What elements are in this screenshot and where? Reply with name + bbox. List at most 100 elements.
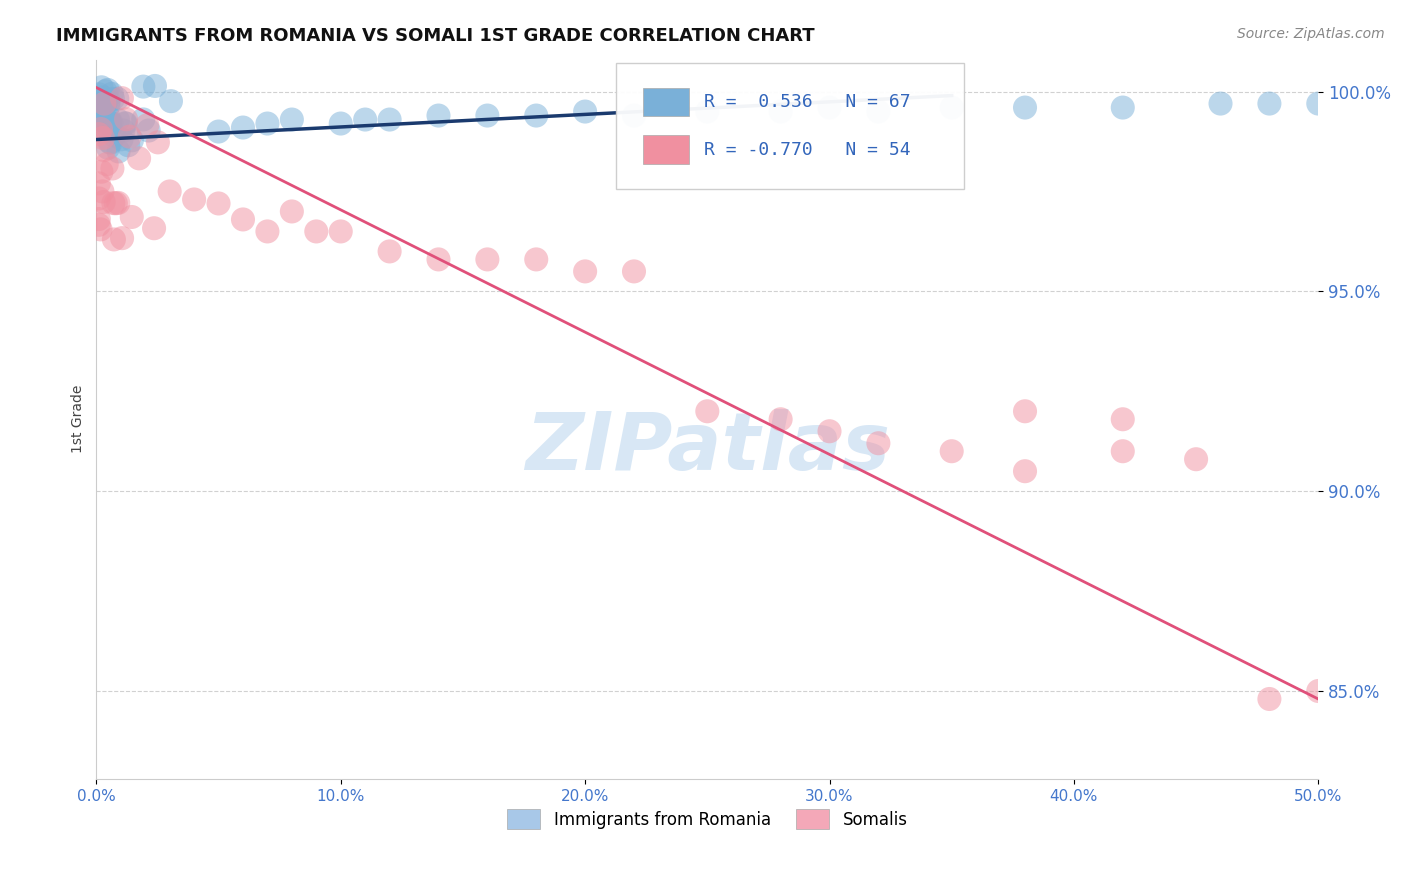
Point bbox=[101, 87, 124, 101]
Point bbox=[1112, 101, 1135, 115]
Point bbox=[87, 218, 110, 232]
Point bbox=[111, 231, 134, 245]
Point bbox=[281, 204, 304, 219]
Point bbox=[110, 132, 132, 146]
Point bbox=[477, 252, 499, 267]
Point bbox=[427, 252, 450, 267]
Point bbox=[1185, 452, 1208, 467]
Point bbox=[98, 135, 121, 149]
Bar bbox=[643, 135, 689, 164]
Point bbox=[378, 244, 401, 259]
Point bbox=[94, 121, 117, 136]
Point bbox=[696, 104, 718, 119]
Point bbox=[1112, 444, 1135, 458]
Point bbox=[104, 196, 127, 211]
Point bbox=[94, 113, 117, 128]
Point bbox=[329, 116, 352, 130]
Point bbox=[87, 192, 110, 206]
Point bbox=[97, 83, 120, 97]
Point bbox=[101, 161, 124, 176]
Point bbox=[769, 104, 792, 119]
Point bbox=[183, 193, 205, 207]
Point bbox=[818, 101, 841, 115]
Point bbox=[91, 109, 114, 123]
Point bbox=[232, 212, 254, 227]
Point bbox=[107, 145, 129, 159]
Point bbox=[1308, 96, 1330, 111]
Point bbox=[93, 194, 115, 209]
Point bbox=[90, 222, 112, 236]
Point bbox=[941, 101, 963, 115]
Point bbox=[136, 118, 159, 132]
Point bbox=[114, 116, 136, 130]
Point bbox=[107, 195, 129, 210]
Point bbox=[118, 129, 141, 144]
Point bbox=[91, 131, 114, 145]
Text: R =  0.536   N = 67: R = 0.536 N = 67 bbox=[703, 93, 910, 111]
Point bbox=[1014, 101, 1036, 115]
Point bbox=[90, 80, 112, 95]
Point bbox=[93, 114, 115, 128]
Point bbox=[1258, 96, 1281, 111]
Point bbox=[87, 104, 110, 119]
Point bbox=[524, 109, 547, 123]
Point bbox=[111, 91, 134, 105]
Point bbox=[1112, 412, 1135, 426]
Text: Source: ZipAtlas.com: Source: ZipAtlas.com bbox=[1237, 27, 1385, 41]
Point bbox=[143, 221, 166, 235]
Point bbox=[1209, 96, 1232, 111]
Point bbox=[941, 444, 963, 458]
Point bbox=[98, 115, 121, 129]
Point bbox=[256, 224, 278, 238]
Point bbox=[207, 196, 229, 211]
Text: R = -0.770   N = 54: R = -0.770 N = 54 bbox=[703, 141, 910, 159]
Point bbox=[100, 116, 122, 130]
Bar bbox=[643, 87, 689, 117]
Point bbox=[132, 112, 155, 127]
Point bbox=[207, 124, 229, 138]
Point bbox=[623, 109, 645, 123]
Legend: Immigrants from Romania, Somalis: Immigrants from Romania, Somalis bbox=[501, 803, 914, 835]
Point bbox=[232, 120, 254, 135]
Point bbox=[115, 112, 138, 127]
Point bbox=[90, 164, 112, 178]
Point bbox=[94, 84, 117, 98]
Point bbox=[696, 404, 718, 418]
Point bbox=[159, 185, 181, 199]
Point bbox=[97, 94, 120, 108]
Point bbox=[107, 113, 129, 128]
Point bbox=[868, 104, 890, 119]
Point bbox=[103, 232, 125, 246]
Point bbox=[146, 136, 169, 150]
Point bbox=[281, 112, 304, 127]
Point bbox=[256, 116, 278, 130]
Point bbox=[90, 122, 112, 136]
Point bbox=[103, 196, 125, 211]
Point bbox=[121, 210, 143, 224]
Point bbox=[121, 133, 143, 147]
Point bbox=[868, 436, 890, 450]
Text: ZIPatlas: ZIPatlas bbox=[524, 409, 890, 487]
Point bbox=[1308, 684, 1330, 698]
Point bbox=[1258, 692, 1281, 706]
Point bbox=[87, 212, 110, 227]
Point bbox=[98, 116, 121, 130]
Point bbox=[117, 138, 139, 153]
Y-axis label: 1st Grade: 1st Grade bbox=[72, 385, 86, 453]
Point bbox=[91, 97, 114, 112]
Point bbox=[132, 79, 155, 94]
Point bbox=[160, 94, 183, 108]
Point bbox=[93, 96, 115, 111]
Point bbox=[100, 136, 122, 150]
Point bbox=[94, 124, 117, 138]
Point bbox=[623, 264, 645, 278]
Point bbox=[87, 95, 110, 110]
Point bbox=[98, 122, 121, 136]
Point bbox=[97, 109, 120, 123]
Point bbox=[101, 92, 124, 106]
Point bbox=[574, 104, 596, 119]
Point bbox=[94, 96, 117, 111]
Point bbox=[354, 112, 377, 127]
Point bbox=[427, 109, 450, 123]
Point bbox=[329, 224, 352, 238]
